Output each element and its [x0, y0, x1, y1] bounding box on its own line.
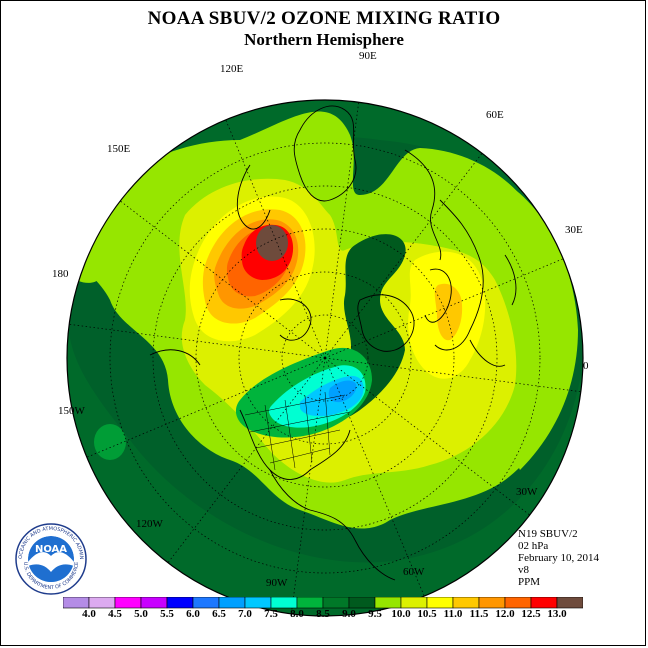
version-label: v8	[518, 564, 529, 576]
colorbar-swatch	[530, 597, 558, 609]
colorbar-swatch	[244, 597, 272, 609]
colorbar-swatch	[504, 597, 532, 609]
contour-8-5-blob	[94, 424, 126, 460]
colorbar-swatch	[426, 597, 454, 609]
colorbar-tick-label: 8.5	[316, 608, 330, 620]
colorbar-swatch	[270, 597, 298, 609]
colorbar-swatch	[322, 597, 350, 609]
map-title: NOAA SBUV/2 OZONE MIXING RATIO	[147, 8, 501, 29]
colorbar-swatch	[452, 597, 480, 609]
colorbar-swatch	[63, 597, 90, 609]
colorbar-swatch	[556, 597, 583, 609]
lon-label-150w: 150W	[58, 405, 85, 417]
map-boundary	[66, 99, 584, 617]
colorbar-swatch	[348, 597, 376, 609]
colorbar-swatch	[140, 597, 168, 609]
colorbar-tick-label: 11.5	[469, 608, 489, 620]
contour-13	[256, 225, 288, 261]
colorbar-tick-label: 8.0	[290, 608, 304, 620]
lon-label-0: 0	[583, 360, 589, 372]
colorbar-tick-label: 10.0	[391, 608, 411, 620]
lon-label-60e: 60E	[486, 109, 504, 121]
lon-label-90e: 90E	[359, 50, 377, 62]
colorbar	[63, 597, 583, 609]
colorbar-tick-label: 9.0	[342, 608, 356, 620]
contour-9-center	[290, 234, 406, 426]
colorbar-tick-label: 6.0	[186, 608, 200, 620]
lon-label-30w: 30W	[516, 486, 538, 498]
state-borders	[244, 391, 351, 471]
satellite-label: N19 SBUV/2	[518, 528, 578, 540]
colorbar-swatch	[478, 597, 506, 609]
colorbar-tick-label: 12.5	[521, 608, 541, 620]
colorbar-swatch	[88, 597, 116, 609]
graticule	[67, 100, 583, 616]
colorbar-tick-label: 9.5	[368, 608, 382, 620]
lon-label-120w: 120W	[136, 518, 163, 530]
lon-label-180: 180	[52, 268, 69, 280]
colorbar-tick-label: 7.5	[264, 608, 278, 620]
colorbar-swatch	[400, 597, 428, 609]
date-label: February 10, 2014	[518, 552, 599, 564]
pressure-level-label: 02 hPa	[518, 540, 549, 552]
colorbar-swatch	[114, 597, 142, 609]
units-label: PPM	[518, 576, 541, 588]
colorbar-swatch	[166, 597, 194, 609]
colorbar-tick-label: 10.5	[417, 608, 437, 620]
map-subtitle: Northern Hemisphere	[244, 30, 404, 49]
colorbar-tick-label: 11.0	[443, 608, 463, 620]
lon-label-120e: 120E	[220, 63, 244, 75]
colorbar-tick-label: 12.0	[495, 608, 515, 620]
colorbar-tick-label: 4.0	[82, 608, 96, 620]
colorbar-tick-label: 5.5	[160, 608, 174, 620]
colorbar-swatch	[296, 597, 324, 609]
colorbar-tick-label: 7.0	[238, 608, 252, 620]
noaa-logo: NATIONAL OCEANIC AND ATMOSPHERIC ADMINIS…	[14, 522, 87, 595]
colorbar-tick-label: 4.5	[108, 608, 122, 620]
logo-text: NOAA	[35, 544, 67, 555]
coastlines	[149, 105, 517, 581]
lon-label-90w: 90W	[266, 577, 288, 589]
colorbar-tick-label: 5.0	[134, 608, 148, 620]
colorbar-swatch	[192, 597, 220, 609]
contour-9-5-east	[500, 180, 578, 470]
product-info: N19 SBUV/2 02 hPa February 10, 2014 v8 P…	[518, 528, 599, 588]
contour-8-5-blob-east	[550, 206, 566, 238]
colorbar-tick-label: 13.0	[547, 608, 567, 620]
contour-11-east	[434, 283, 463, 341]
lon-label-30e: 30E	[565, 224, 583, 236]
colorbar-swatch	[374, 597, 402, 609]
colorbar-tick-label: 6.5	[212, 608, 226, 620]
lon-label-150e: 150E	[107, 143, 131, 155]
colorbar-swatch	[218, 597, 246, 609]
lon-label-60w: 60W	[403, 566, 425, 578]
